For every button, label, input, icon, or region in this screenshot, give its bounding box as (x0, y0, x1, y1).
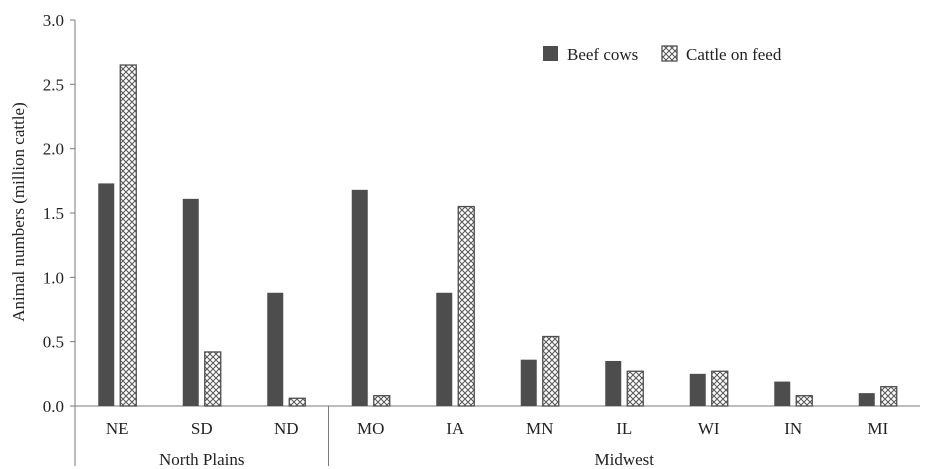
bar-beef-cows-il (605, 360, 622, 406)
y-tick-label: 2.5 (43, 75, 64, 94)
legend-label-cattle-on-feed: Cattle on feed (686, 45, 782, 64)
group-label-north-plains: North Plains (159, 450, 244, 469)
legend-label-beef-cows: Beef cows (567, 45, 638, 64)
y-tick-label: 1.0 (43, 268, 64, 287)
x-tick-label-mn: MN (526, 419, 553, 438)
y-tick-label: 3.0 (43, 11, 64, 30)
bar-beef-cows-mo (351, 189, 368, 406)
y-axis-title: Animal numbers (million cattle) (9, 102, 28, 322)
x-tick-label-ia: IA (446, 419, 465, 438)
bar-beef-cows-nd (267, 292, 284, 406)
y-tick-label: 2.0 (43, 140, 64, 159)
x-tick-label-il: IL (616, 419, 632, 438)
x-tick-label-nd: ND (274, 419, 299, 438)
bar-cattle-on-feed-sd (204, 351, 222, 407)
bar-cattle-on-feed-mo (373, 395, 391, 407)
bar-cattle-on-feed-ne (119, 64, 137, 407)
bar-cattle-on-feed-ia (457, 205, 475, 407)
y-tick-label: 1.5 (43, 204, 64, 223)
bar-cattle-on-feed-mn (542, 335, 560, 407)
bar-beef-cows-ne (98, 183, 115, 406)
y-tick-label: 0.0 (43, 397, 64, 416)
bar-beef-cows-ia (436, 292, 453, 406)
bar-beef-cows-in (774, 381, 791, 406)
bar-cattle-on-feed-mi (880, 386, 898, 407)
bar-cattle-on-feed-nd (288, 397, 306, 407)
bar-beef-cows-mi (858, 393, 875, 406)
bar-beef-cows-mn (520, 359, 537, 406)
x-tick-label-sd: SD (191, 419, 213, 438)
labels: 0.0 0.5 1.0 1.5 2.0 2.5 3.0 NE SD ND MO IA MN IL WI IN M… (43, 11, 889, 469)
bar-cattle-on-feed-in (795, 395, 813, 407)
y-tick-label: 0.5 (43, 333, 64, 352)
x-tick-label-ne: NE (106, 419, 129, 438)
bar-cattle-on-feed-il (626, 370, 644, 407)
bar-beef-cows-wi (689, 373, 706, 406)
group-label-midwest: Midwest (595, 450, 655, 469)
x-tick-label-in: IN (784, 419, 802, 438)
bar-beef-cows-sd (182, 198, 199, 406)
legend: Beef cows Cattle on feed (543, 45, 782, 64)
x-tick-label-mi: MI (867, 419, 888, 438)
bars (98, 64, 898, 407)
bar-cattle-on-feed-wi (711, 370, 729, 407)
x-tick-label-wi: WI (698, 419, 720, 438)
x-tick-label-mo: MO (357, 419, 384, 438)
legend-swatch-cattle-on-feed (661, 45, 678, 62)
legend-swatch-beef-cows (543, 46, 558, 61)
